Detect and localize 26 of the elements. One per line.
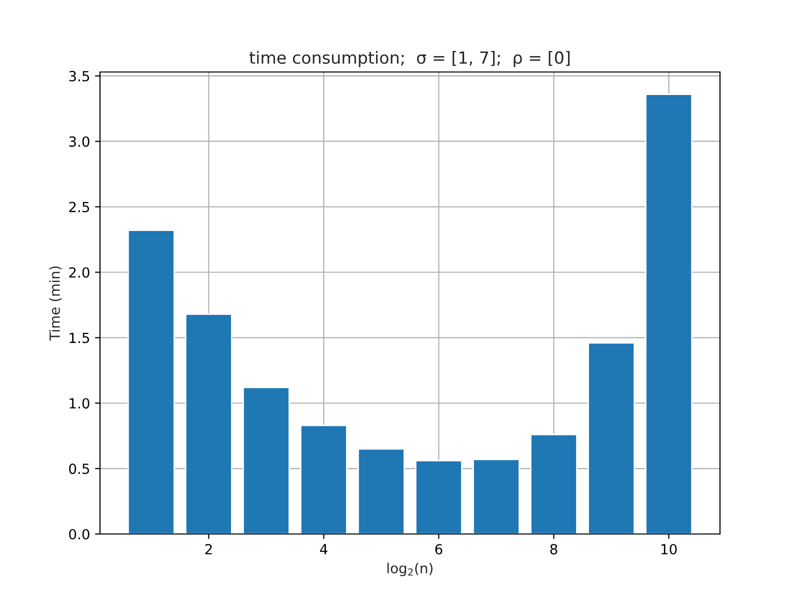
x-tick-label: 8 [550,544,558,554]
y-tick-label: 0.0 [69,528,90,540]
y-tick-label: 3.0 [69,136,90,147]
y-tick-label: 1.0 [70,398,90,409]
bar [185,313,232,534]
bar [530,434,578,534]
chart-title: time consumption; σ = [1, 7]; ρ = [0] [249,51,570,68]
bar [588,342,635,534]
bar [472,458,520,534]
x-axis-title: log$_{2}$(n) [387,562,432,576]
bar [127,230,175,534]
x-tick-label: 6 [435,544,442,554]
bar [415,460,462,534]
x-tick-label: 2 [205,544,212,554]
x-tick-label: 4 [320,544,328,554]
bar [242,386,290,534]
y-tick-label: 2.5 [69,202,90,212]
y-axis-title: Time (min) [49,266,62,341]
x-tick-label: 10 [662,544,677,554]
bar [358,448,405,534]
bar [300,424,348,534]
y-tick-label: 1.5 [70,332,90,344]
y-tick-label: 2.0 [69,267,90,278]
bar [645,94,693,534]
y-tick-label: 0.5 [69,464,90,474]
y-tick-label: 3.5 [69,70,90,82]
